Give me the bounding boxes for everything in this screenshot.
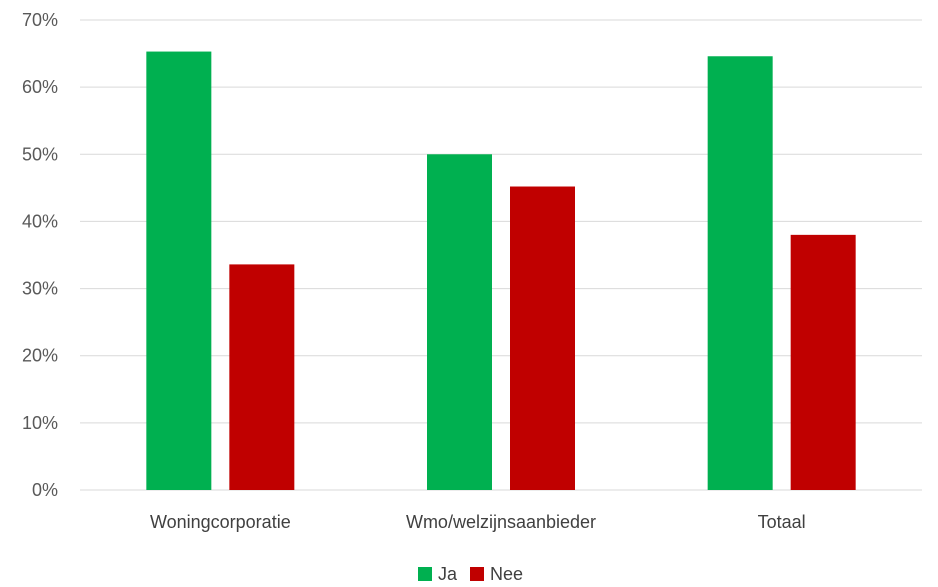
bar-ja-2	[707, 56, 773, 490]
y-tick-label: 20%	[22, 346, 58, 366]
y-axis-ticks: 0% 10% 20% 30% 40% 50% 60% 70%	[22, 10, 58, 500]
x-axis-categories: Woningcorporatie Wmo/welzijnsaanbieder Tot…	[150, 512, 806, 532]
bar-ja-1	[427, 154, 492, 491]
grid-lines	[80, 19, 922, 491]
y-tick-label: 30%	[22, 279, 58, 299]
bars	[146, 51, 856, 491]
bar-nee-2	[790, 234, 856, 490]
y-tick-label: 10%	[22, 413, 58, 433]
x-category-label: Totaal	[758, 512, 806, 532]
legend-swatch-nee	[470, 567, 484, 581]
legend: Ja Nee	[418, 564, 523, 584]
y-tick-label: 40%	[22, 211, 58, 231]
y-tick-label: 50%	[22, 144, 58, 164]
y-tick-label: 60%	[22, 77, 58, 97]
bar-ja-0	[146, 51, 212, 491]
y-tick-label: 0%	[32, 480, 58, 500]
y-tick-label: 70%	[22, 10, 58, 30]
bar-nee-1	[510, 186, 575, 490]
x-category-label: Woningcorporatie	[150, 512, 291, 532]
legend-label-ja: Ja	[438, 564, 458, 584]
legend-swatch-ja	[418, 567, 432, 581]
x-category-label: Wmo/welzijnsaanbieder	[406, 512, 596, 532]
bar-nee-0	[229, 264, 295, 490]
legend-label-nee: Nee	[490, 564, 523, 584]
